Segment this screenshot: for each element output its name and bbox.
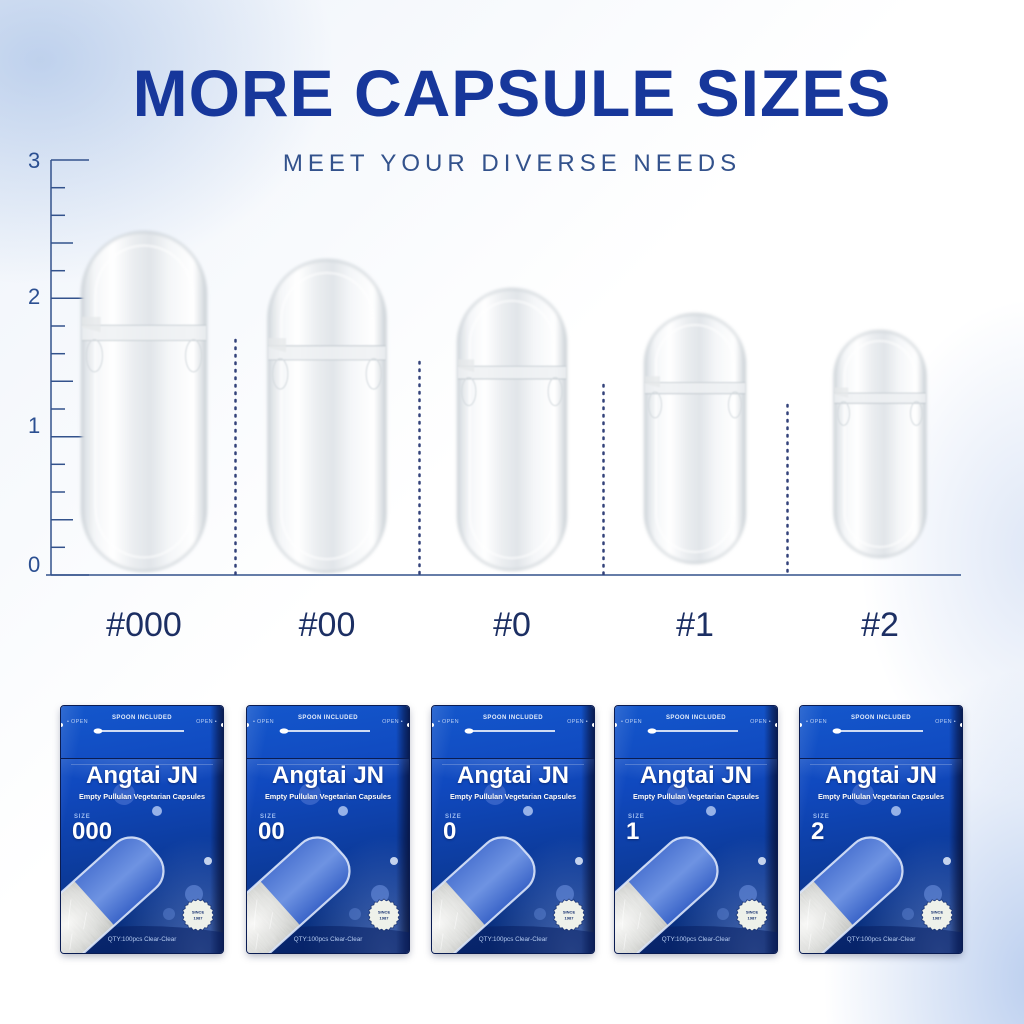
svg-text:1987: 1987 [748,916,758,921]
svg-text:SINCE: SINCE [192,910,205,915]
svg-text:SINCE: SINCE [931,910,944,915]
svg-text:SINCE: SINCE [746,910,759,915]
svg-text:1987: 1987 [380,916,390,921]
svg-text:SINCE: SINCE [378,910,391,915]
svg-text:1987: 1987 [565,916,575,921]
svg-text:SINCE: SINCE [563,910,576,915]
svg-text:1987: 1987 [194,916,204,921]
svg-text:1987: 1987 [933,916,943,921]
